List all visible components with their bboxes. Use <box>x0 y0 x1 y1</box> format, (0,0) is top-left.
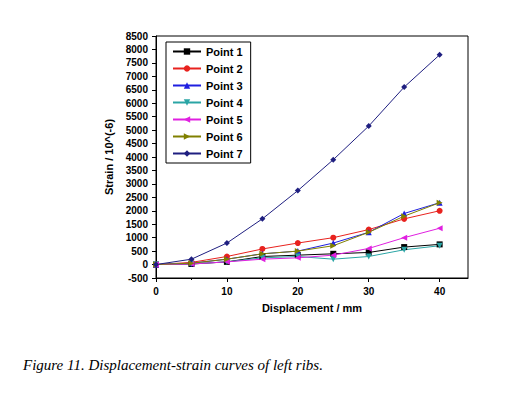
svg-text:Point 5: Point 5 <box>206 114 243 126</box>
svg-text:Point 6: Point 6 <box>206 131 243 143</box>
svg-text:30: 30 <box>363 286 375 297</box>
svg-text:7500: 7500 <box>126 57 149 68</box>
svg-text:Point 4: Point 4 <box>206 97 244 109</box>
svg-text:6000: 6000 <box>126 98 149 109</box>
svg-text:20: 20 <box>292 286 304 297</box>
svg-text:5500: 5500 <box>126 111 149 122</box>
svg-text:Strain / 10^(-6): Strain / 10^(-6) <box>103 119 115 195</box>
svg-text:10: 10 <box>221 286 233 297</box>
svg-text:500: 500 <box>131 246 148 257</box>
svg-text:8500: 8500 <box>126 31 149 42</box>
svg-text:Figure 11. Displacement-strain: Figure 11. Displacement-strain curves of… <box>22 357 323 373</box>
svg-text:Point 1: Point 1 <box>206 46 243 58</box>
svg-text:Displacement / mm: Displacement / mm <box>262 302 362 314</box>
svg-text:7000: 7000 <box>126 71 149 82</box>
svg-text:4500: 4500 <box>126 138 149 149</box>
svg-text:0: 0 <box>142 259 148 270</box>
svg-text:Point 3: Point 3 <box>206 80 243 92</box>
svg-text:8000: 8000 <box>126 44 149 55</box>
svg-text:1000: 1000 <box>126 232 149 243</box>
svg-text:4000: 4000 <box>126 152 149 163</box>
svg-text:3000: 3000 <box>126 178 149 189</box>
svg-text:-500: -500 <box>128 273 148 284</box>
svg-text:6500: 6500 <box>126 84 149 95</box>
svg-text:3500: 3500 <box>126 165 149 176</box>
svg-text:1500: 1500 <box>126 219 149 230</box>
svg-text:5000: 5000 <box>126 125 149 136</box>
svg-text:Point 7: Point 7 <box>206 148 243 160</box>
svg-text:Point 2: Point 2 <box>206 63 243 75</box>
svg-text:2500: 2500 <box>126 192 149 203</box>
svg-text:2000: 2000 <box>126 205 149 216</box>
svg-text:40: 40 <box>434 286 446 297</box>
svg-text:0: 0 <box>153 286 159 297</box>
